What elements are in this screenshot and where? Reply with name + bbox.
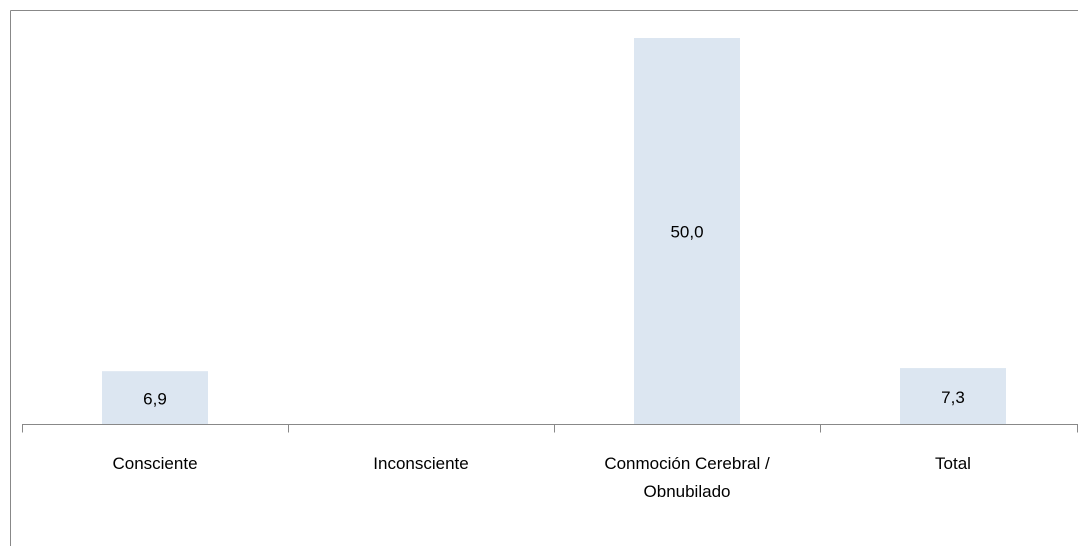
data-label: 6,9 xyxy=(143,389,167,408)
bar xyxy=(634,38,740,425)
x-tick-label: Consciente xyxy=(112,454,198,473)
data-label: 7,3 xyxy=(941,388,965,407)
x-tick-label: Conmoción Cerebral / Obnubilado xyxy=(604,454,770,501)
x-tick-label: Inconsciente xyxy=(373,454,469,473)
data-label: 50,0 xyxy=(670,223,703,242)
bar xyxy=(900,368,1006,425)
bar xyxy=(102,371,208,425)
x-tick-label: Total xyxy=(935,454,971,473)
